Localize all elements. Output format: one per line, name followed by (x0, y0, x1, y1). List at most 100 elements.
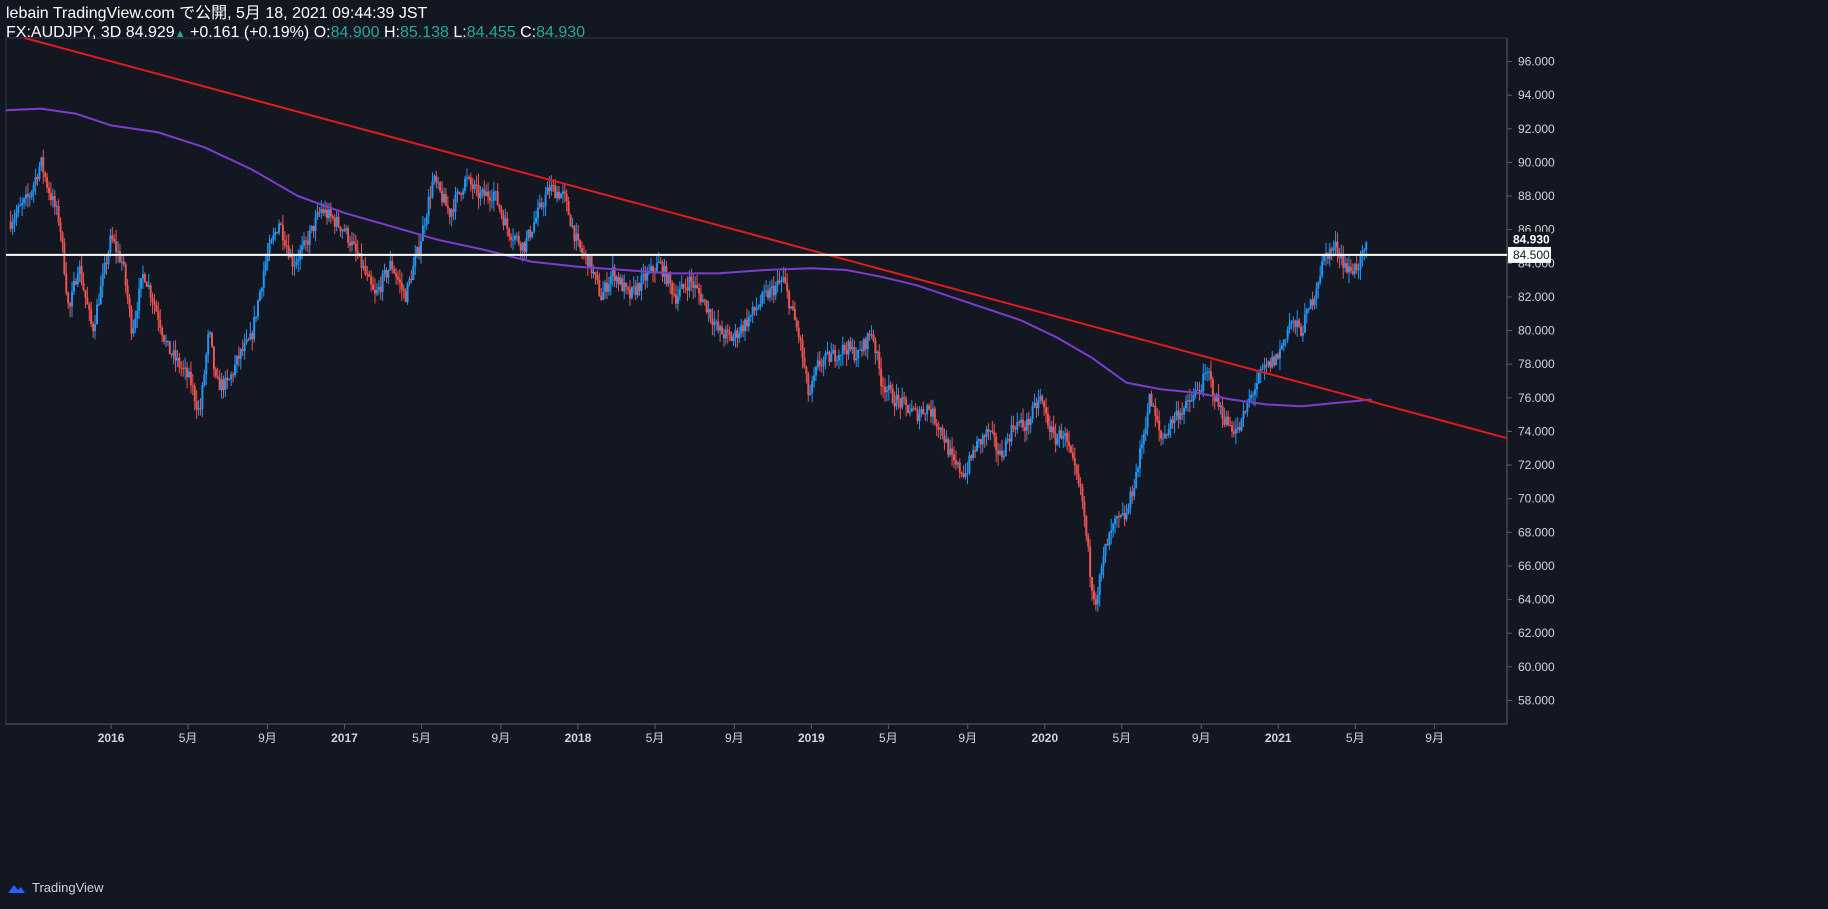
candle-body (61, 232, 64, 243)
candle-body (680, 284, 683, 290)
chart-header: lebain TradingView.com で公開, 5月 18, 2021 … (6, 4, 585, 44)
candle-body (504, 218, 507, 226)
symbol-label[interactable]: FX:AUDJPY, 3D (6, 24, 122, 41)
candle-body (1169, 419, 1172, 429)
candle-body (929, 409, 932, 417)
candle-body (527, 229, 530, 239)
candle-body (837, 354, 840, 361)
candle-body (885, 390, 888, 393)
y-tick-label: 74.000 (1518, 424, 1555, 438)
candle-body (303, 240, 306, 246)
candle-body (803, 357, 806, 367)
candle-body (508, 228, 511, 237)
candle-body (111, 235, 114, 239)
candle-body (642, 273, 645, 276)
candle-body (1305, 309, 1308, 315)
candle-body (638, 283, 641, 291)
candle-body (49, 193, 52, 201)
candle-body (1215, 394, 1218, 402)
candle-body (11, 223, 14, 229)
candle-body (709, 309, 712, 319)
candle-body (676, 296, 679, 304)
candle-body (916, 409, 919, 421)
candle-body (335, 216, 338, 227)
candle-body (1069, 446, 1072, 453)
candle-body (118, 251, 121, 262)
candle-body (1361, 250, 1364, 256)
candle-body (193, 386, 196, 401)
candle-body (385, 270, 388, 278)
candle-body (226, 377, 229, 381)
candle-body (559, 193, 562, 199)
candle-body (1177, 410, 1180, 420)
y-tick-label: 64.000 (1518, 593, 1555, 607)
candle-body (968, 455, 971, 474)
candle-body (567, 201, 570, 215)
candle-body (1048, 425, 1051, 433)
candle-body (76, 274, 79, 285)
candle-body (1213, 395, 1216, 402)
candle-body (349, 242, 352, 246)
candle-body (492, 191, 495, 201)
candle-body (1282, 339, 1285, 346)
candle-body (937, 426, 940, 430)
candle-body (1363, 249, 1366, 251)
candle-body (1110, 530, 1113, 533)
candle-body (230, 374, 233, 380)
candle-body (607, 284, 610, 292)
candle-body (918, 414, 921, 421)
candle-body (337, 216, 340, 227)
candle-body (1064, 432, 1067, 436)
candle-body (1217, 394, 1220, 407)
candle-body (657, 261, 660, 264)
candle-body (887, 384, 890, 391)
candle-body (813, 375, 816, 381)
candle-body (107, 252, 110, 265)
candle-body (373, 289, 376, 294)
tradingview-logo[interactable]: TradingView (6, 880, 104, 895)
candle-body (947, 439, 950, 456)
candle-body (933, 408, 936, 424)
x-tick-label: 2017 (331, 731, 358, 745)
candle-body (1075, 465, 1078, 475)
candle-body (207, 334, 210, 355)
candle-body (667, 274, 670, 285)
candle-body (1255, 383, 1258, 390)
candle-body (387, 270, 390, 278)
candle-body (40, 157, 43, 167)
candle-body (17, 206, 20, 213)
candle-body (1238, 427, 1241, 431)
y-tick-label: 92.000 (1518, 122, 1555, 136)
candle-body (1077, 474, 1080, 484)
candle-body (721, 326, 724, 335)
candle-body (665, 265, 668, 285)
candle-body (674, 294, 677, 304)
candle-body (201, 385, 204, 409)
candle-body (1202, 374, 1205, 392)
candle-body (906, 404, 909, 413)
candle-body (456, 191, 459, 195)
candle-body (1227, 416, 1230, 426)
candle-body (393, 268, 396, 274)
candle-body (1280, 345, 1283, 350)
candle-body (366, 273, 369, 275)
candle-body (1085, 515, 1088, 536)
candle-body (1265, 365, 1268, 367)
candle-body (370, 276, 373, 285)
candle-body (113, 238, 116, 242)
candle-body (993, 431, 996, 437)
candle-body (1010, 425, 1013, 442)
candle-body (345, 228, 348, 231)
candle-body (1269, 361, 1272, 368)
candle-body (243, 342, 246, 352)
candle-body (945, 439, 948, 443)
candle-body (1301, 332, 1304, 336)
candle-body (423, 225, 426, 227)
candle-body (774, 285, 777, 296)
candle-body (132, 328, 135, 334)
candle-body (651, 266, 654, 273)
candle-body (939, 427, 942, 430)
candle-body (416, 246, 419, 256)
